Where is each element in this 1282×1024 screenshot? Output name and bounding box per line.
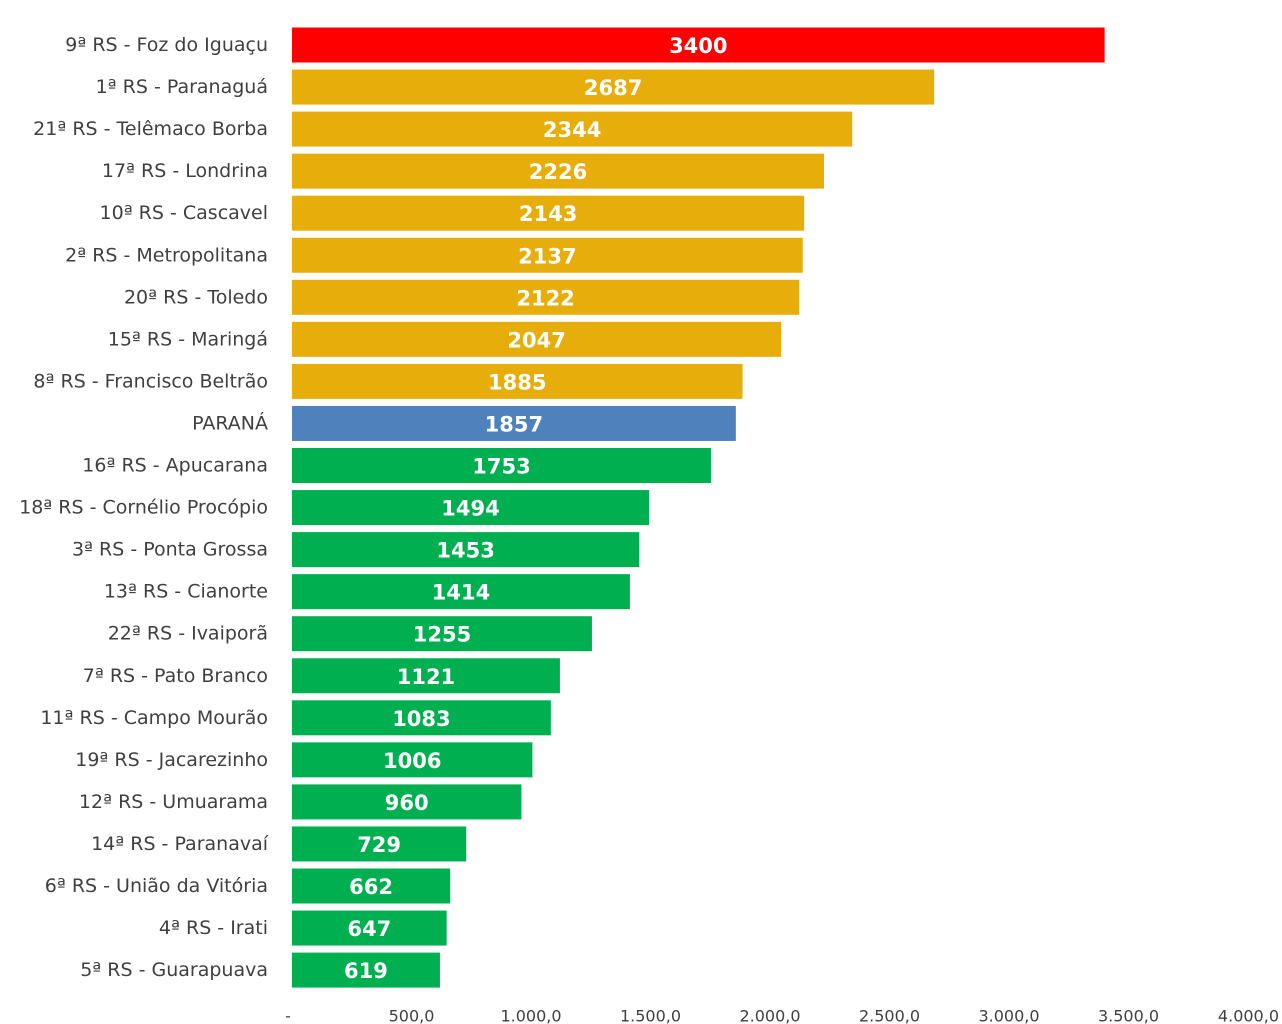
bar xyxy=(292,616,592,652)
bar xyxy=(292,532,640,568)
category-label: 21ª RS - Telêmaco Borba xyxy=(33,118,268,140)
x-axis-ticks: - 500,0 1.000,0 1.500,0 2.000,0 2.500,0 3.000,… xyxy=(285,1007,1279,1024)
bar-value-label: 1255 xyxy=(413,623,471,647)
category-label: 7ª RS - Pato Branco xyxy=(83,665,268,687)
bar xyxy=(292,952,440,988)
bar-value-label: 3400 xyxy=(669,34,727,58)
category-label: 2ª RS - Metropolitana xyxy=(65,244,268,266)
category-label: 10ª RS - Cascavel xyxy=(100,202,268,224)
bar xyxy=(292,279,800,315)
bar xyxy=(292,111,853,147)
bar-value-label: 960 xyxy=(385,791,429,815)
bar xyxy=(292,153,825,189)
category-label: 4ª RS - Irati xyxy=(159,917,268,939)
bar xyxy=(292,742,533,778)
x-tick-label: 500,0 xyxy=(389,1007,435,1024)
category-label: 17ª RS - Londrina xyxy=(102,160,268,182)
x-tick-label: 3.000,0 xyxy=(978,1007,1039,1024)
bar-value-label: 2344 xyxy=(543,118,601,142)
x-tick-label: 2.000,0 xyxy=(739,1007,800,1024)
category-label: 1ª RS - Paranaguá xyxy=(96,76,268,98)
category-label: 5ª RS - Guarapuava xyxy=(80,959,268,981)
x-tick-label: 1.000,0 xyxy=(500,1007,561,1024)
bar-value-label: 1885 xyxy=(488,370,546,394)
bar xyxy=(292,363,743,399)
bar xyxy=(292,448,711,483)
category-label: 3ª RS - Ponta Grossa xyxy=(72,539,268,561)
category-label: 18ª RS - Cornélio Procópio xyxy=(19,497,268,519)
x-tick-label: 2.500,0 xyxy=(859,1007,920,1024)
bar-value-label: 662 xyxy=(349,875,393,899)
bar-value-label: 2047 xyxy=(507,328,565,352)
category-label: 11ª RS - Campo Mourão xyxy=(40,707,268,729)
category-label: 8ª RS - Francisco Beltrão xyxy=(33,370,268,392)
bar-value-label: 1121 xyxy=(397,665,455,689)
bar xyxy=(292,237,803,273)
category-label: 15ª RS - Maringá xyxy=(108,328,268,350)
category-label: 14ª RS - Paranavaí xyxy=(91,833,269,855)
bar-value-label: 1414 xyxy=(432,581,490,605)
data-labels: 3400 2687 2344 2226 2143 2137 2122 2047 1885 1857… xyxy=(344,34,727,983)
x-tick-label: - xyxy=(285,1007,291,1024)
category-label: 16ª RS - Apucarana xyxy=(82,455,268,477)
bars xyxy=(292,27,1105,988)
bar-value-label: 619 xyxy=(344,959,388,983)
bar-value-label: 2143 xyxy=(519,202,577,226)
category-label: 20ª RS - Toledo xyxy=(124,286,268,308)
bar xyxy=(292,321,782,357)
bar xyxy=(292,910,447,946)
x-tick-label: 4.000,0 xyxy=(1218,1007,1279,1024)
bar xyxy=(292,784,522,820)
bar xyxy=(292,195,805,231)
bar xyxy=(292,69,935,105)
category-label: PARANÁ xyxy=(192,411,268,434)
bar xyxy=(292,574,630,610)
bar xyxy=(292,826,467,862)
bar-value-label: 1494 xyxy=(441,497,499,521)
category-label: 12ª RS - Umuarama xyxy=(79,791,268,813)
category-label: 13ª RS - Cianorte xyxy=(104,581,268,603)
bar-value-label: 1857 xyxy=(485,412,543,436)
x-tick-label: 3.500,0 xyxy=(1098,1007,1159,1024)
bar xyxy=(292,700,551,736)
bar-value-label: 1006 xyxy=(383,749,441,773)
category-label: 9ª RS - Foz do Iguaçu xyxy=(65,34,268,56)
category-label: 22ª RS - Ivaiporã xyxy=(108,623,268,645)
category-label: 6ª RS - União da Vitória xyxy=(45,875,268,897)
bar-value-label: 647 xyxy=(347,917,391,941)
bar xyxy=(292,658,560,694)
category-labels: 9ª RS - Foz do Iguaçu 1ª RS - Paranaguá 21… xyxy=(19,34,269,981)
x-tick-label: 1.500,0 xyxy=(620,1007,681,1024)
bar-value-label: 1453 xyxy=(436,539,494,563)
bar-value-label: 2226 xyxy=(529,160,587,184)
bar xyxy=(292,27,1105,63)
bar-value-label: 2687 xyxy=(584,76,642,100)
bar-value-label: 729 xyxy=(357,833,401,857)
bar xyxy=(292,405,736,441)
bar-value-label: 2122 xyxy=(516,286,574,310)
bar xyxy=(292,868,451,904)
bar-value-label: 1083 xyxy=(392,707,450,731)
bar xyxy=(292,490,650,526)
bar-value-label: 2137 xyxy=(518,244,576,268)
category-label: 19ª RS - Jacarezinho xyxy=(75,749,268,771)
bar-value-label: 1753 xyxy=(472,455,530,479)
